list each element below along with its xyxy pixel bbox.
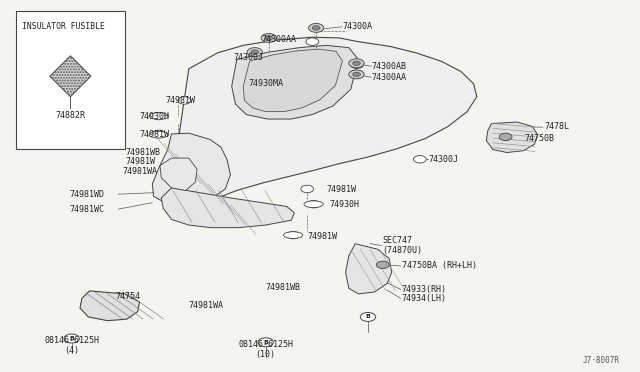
Text: B: B — [69, 336, 74, 341]
Circle shape — [349, 59, 364, 68]
Text: 74981W: 74981W — [165, 96, 195, 105]
Circle shape — [308, 23, 324, 32]
Circle shape — [152, 112, 165, 120]
Circle shape — [261, 33, 276, 42]
Circle shape — [262, 34, 275, 42]
Text: 74981W: 74981W — [307, 232, 337, 241]
Circle shape — [353, 72, 360, 77]
Text: 74300J: 74300J — [234, 53, 264, 62]
Text: J7·8007R: J7·8007R — [582, 356, 620, 365]
Polygon shape — [232, 45, 358, 119]
Circle shape — [247, 48, 262, 57]
Circle shape — [265, 36, 273, 40]
Ellipse shape — [284, 232, 303, 238]
Circle shape — [306, 38, 319, 45]
Polygon shape — [160, 158, 197, 190]
Circle shape — [351, 71, 364, 78]
Text: 74981W: 74981W — [140, 130, 170, 139]
Text: 74981W: 74981W — [125, 157, 156, 166]
Circle shape — [178, 97, 191, 104]
Circle shape — [360, 312, 376, 321]
Polygon shape — [80, 291, 140, 321]
Ellipse shape — [304, 201, 323, 208]
Circle shape — [312, 26, 320, 30]
Polygon shape — [50, 56, 91, 97]
Text: 74300AA: 74300AA — [371, 73, 406, 82]
Text: 74981WC: 74981WC — [69, 205, 104, 214]
Polygon shape — [243, 49, 342, 112]
Text: 74300A: 74300A — [342, 22, 372, 31]
Circle shape — [251, 50, 259, 54]
Text: 74300J: 74300J — [429, 155, 459, 164]
Text: 74750B: 74750B — [525, 134, 555, 143]
Text: 74981WA: 74981WA — [123, 167, 158, 176]
Bar — [16, 11, 125, 149]
Circle shape — [351, 61, 364, 68]
Text: INSULATOR FUSIBLE: INSULATOR FUSIBLE — [22, 22, 105, 31]
Circle shape — [310, 24, 323, 32]
Circle shape — [64, 334, 79, 343]
Text: 74981WD: 74981WD — [69, 190, 104, 199]
Circle shape — [301, 185, 314, 193]
Text: 74981WB: 74981WB — [266, 283, 301, 292]
Text: B: B — [263, 340, 268, 345]
Text: 74750BA (RH+LH): 74750BA (RH+LH) — [402, 262, 477, 270]
Text: 08146-6125H
(10): 08146-6125H (10) — [238, 340, 293, 359]
Text: 74882R: 74882R — [56, 111, 85, 120]
Text: 74930MA: 74930MA — [248, 79, 284, 88]
Circle shape — [499, 133, 512, 141]
Text: 74930H: 74930H — [330, 200, 360, 209]
Circle shape — [353, 61, 360, 65]
Circle shape — [287, 231, 300, 239]
Polygon shape — [346, 244, 392, 294]
Ellipse shape — [149, 113, 168, 119]
Text: 74754: 74754 — [115, 292, 140, 301]
Polygon shape — [486, 122, 538, 153]
Text: 74981WB: 74981WB — [125, 148, 161, 157]
Circle shape — [258, 338, 273, 347]
Text: 7478L: 7478L — [544, 122, 569, 131]
Circle shape — [413, 155, 426, 163]
Text: B: B — [365, 314, 371, 320]
Polygon shape — [172, 37, 477, 198]
Text: 74930H: 74930H — [140, 112, 170, 121]
Text: SEC747
(74870U): SEC747 (74870U) — [383, 236, 422, 255]
Circle shape — [376, 261, 389, 269]
Ellipse shape — [149, 131, 168, 138]
Text: 74300AB: 74300AB — [371, 62, 406, 71]
Circle shape — [152, 130, 165, 138]
Text: 74981W: 74981W — [326, 185, 356, 194]
Text: 74981WA: 74981WA — [189, 301, 224, 310]
Polygon shape — [152, 133, 230, 205]
Polygon shape — [161, 188, 294, 228]
Text: 74934(LH): 74934(LH) — [402, 294, 447, 303]
Circle shape — [307, 201, 320, 208]
Circle shape — [349, 70, 364, 79]
Text: 74933(RH): 74933(RH) — [402, 285, 447, 294]
Text: 74300AA: 74300AA — [261, 35, 296, 44]
Text: 08146-6125H
(4): 08146-6125H (4) — [44, 336, 99, 355]
